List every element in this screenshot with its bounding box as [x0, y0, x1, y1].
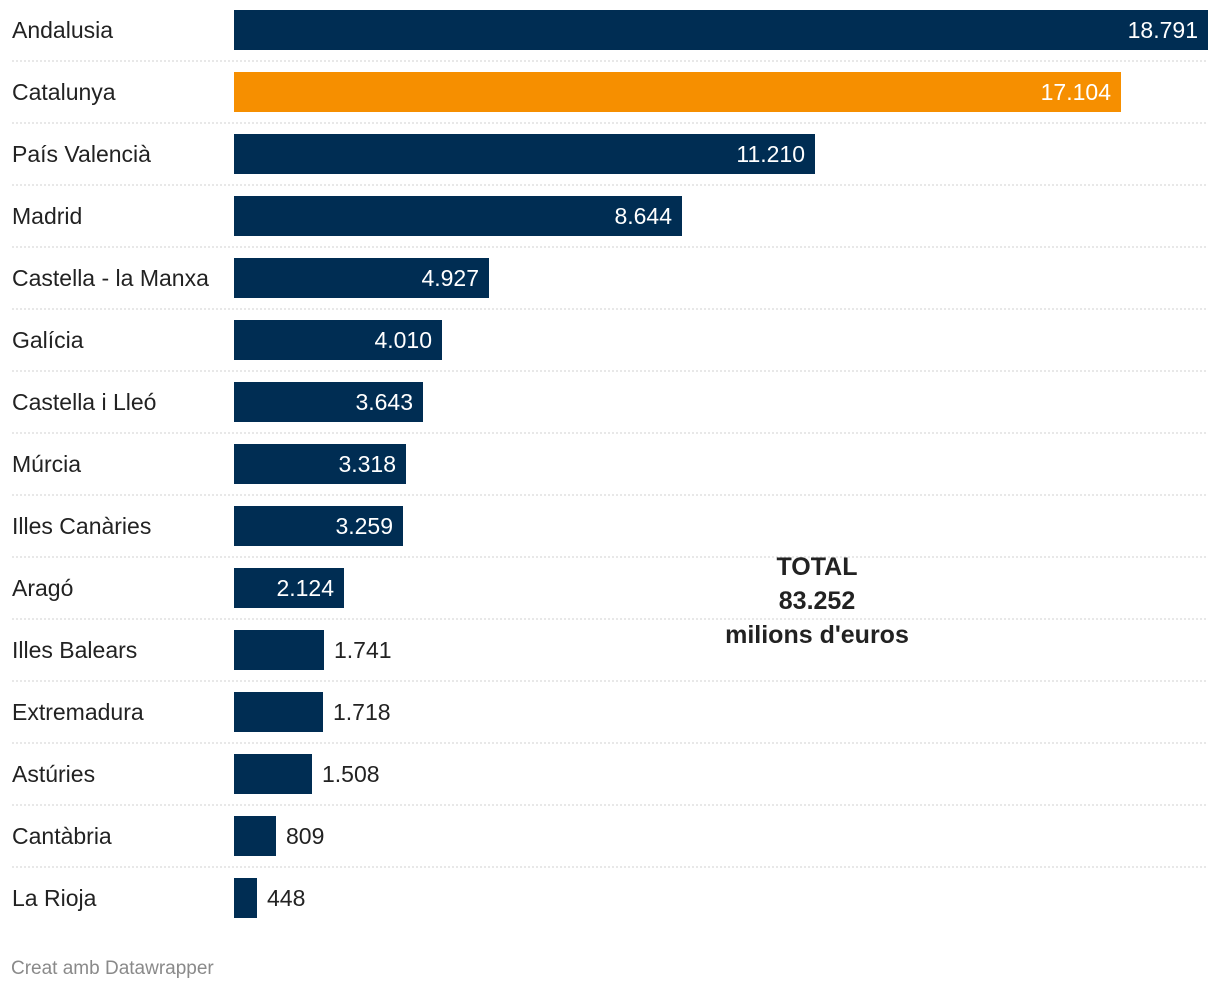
bar-andalusia: [234, 10, 1208, 50]
row-separators: [12, 60, 1208, 868]
row-label: Illes Balears: [12, 637, 137, 663]
row-label: País Valencià: [12, 141, 151, 167]
row-label: Galícia: [12, 327, 84, 353]
bar-illes-canaries: [234, 506, 403, 546]
bar-castella-la-manxa: [234, 258, 489, 298]
value-label: 809: [286, 823, 324, 849]
bar-illes-balears: [234, 630, 324, 670]
value-label: 11.210: [736, 141, 805, 167]
bar-extremadura: [234, 692, 323, 732]
bars: [234, 10, 1208, 918]
bar-arago: [234, 568, 344, 608]
bar-asturies: [234, 754, 312, 794]
row-label: Múrcia: [12, 451, 81, 477]
row-label: Catalunya: [12, 79, 116, 105]
datawrapper-credit: Creat amb Datawrapper: [11, 958, 214, 979]
value-label: 8.644: [614, 203, 672, 229]
total-annotation: TOTAL 83.252 milions d'euros: [667, 550, 967, 652]
value-label: 1.741: [334, 637, 392, 663]
total-annotation-value: 83.252: [778, 587, 856, 615]
value-label: 4.010: [374, 327, 432, 353]
bar-pais-valencia: [234, 134, 815, 174]
bar-madrid: [234, 196, 682, 236]
row-label: Astúries: [12, 761, 95, 787]
total-annotation-unit: milions d'euros: [725, 621, 909, 649]
bar-la-rioja: [234, 878, 257, 918]
value-label: 3.259: [335, 513, 393, 539]
value-label: 448: [267, 885, 305, 911]
bar-cantabria: [234, 816, 276, 856]
total-annotation-title: TOTAL: [776, 553, 858, 581]
value-label: 1.718: [333, 699, 391, 725]
row-label: Cantàbria: [12, 823, 112, 849]
row-label: Madrid: [12, 203, 82, 229]
row-label: Andalusia: [12, 17, 113, 43]
bar-galicia: [234, 320, 442, 360]
row-label: Extremadura: [12, 699, 144, 725]
row-label: Castella - la Manxa: [12, 265, 209, 291]
bar-murcia: [234, 444, 406, 484]
row-label: Illes Canàries: [12, 513, 151, 539]
row-label: La Rioja: [12, 885, 97, 911]
value-label: 4.927: [421, 265, 479, 291]
value-label: 2.124: [276, 575, 334, 601]
bar-catalunya: [234, 72, 1121, 112]
row-labels: Andalusia Catalunya País Valencià Madrid Cas…: [12, 17, 209, 911]
row-label: Aragó: [12, 575, 73, 601]
bar-castella-i-lleo: [234, 382, 423, 422]
value-label: 1.508: [322, 761, 380, 787]
value-label: 3.318: [338, 451, 396, 477]
row-label: Castella i Lleó: [12, 389, 156, 415]
value-labels: 18.791 17.104 11.210 8.644 4.927 4.010 3.643 3.…: [267, 17, 1198, 911]
value-label: 17.104: [1041, 79, 1112, 105]
value-label: 18.791: [1128, 17, 1198, 43]
value-label: 3.643: [355, 389, 413, 415]
